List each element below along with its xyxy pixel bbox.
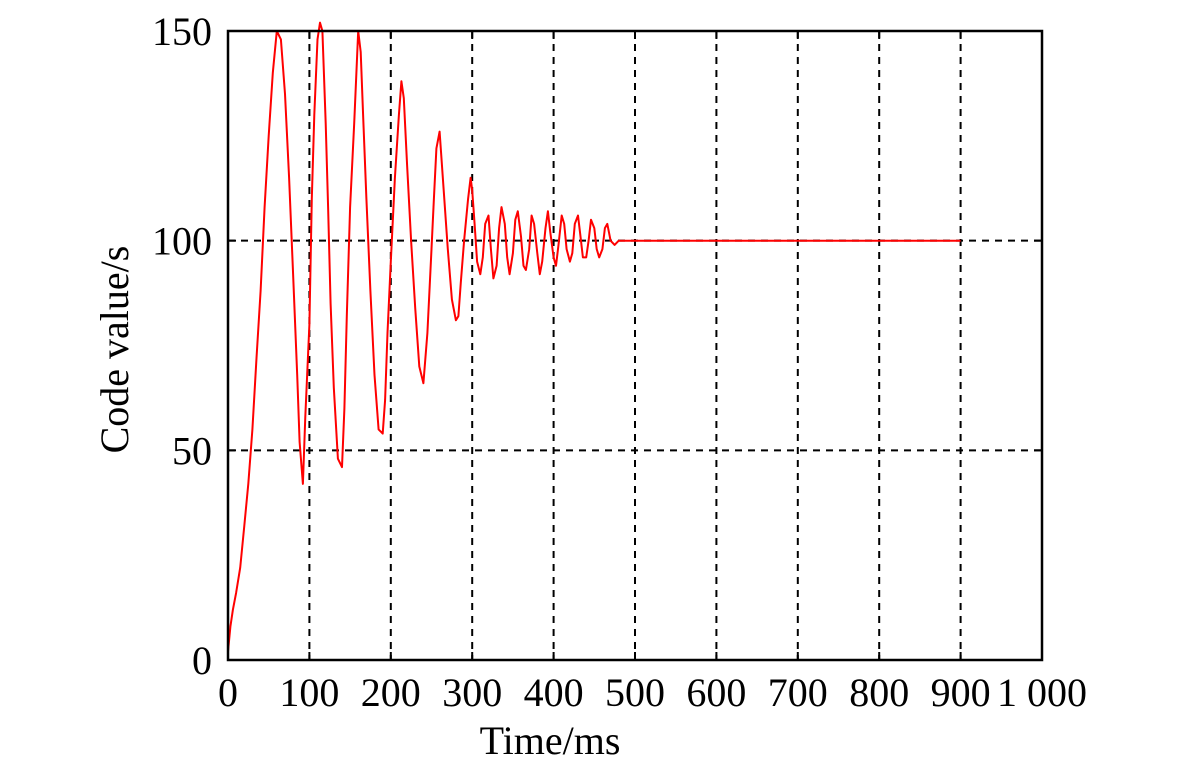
y-axis-title: Code value/s (92, 246, 137, 454)
series-line (227, 21, 961, 652)
x-tick-label: 400 (524, 670, 584, 715)
y-tick-label: 0 (192, 638, 212, 683)
x-tick-labels: 0 100 200 300 400 500 600 700 800 900 1 000 (218, 670, 1087, 715)
y-tick-label: 150 (152, 9, 212, 54)
x-axis-title: Time/ms (480, 718, 621, 763)
series-layer (227, 21, 961, 652)
x-tick-label: 900 (931, 670, 991, 715)
y-tick-labels: 0 50 100 150 (152, 9, 212, 683)
grid (228, 30, 1042, 660)
y-tick-label: 50 (172, 428, 212, 473)
x-tick-label: 1 000 (997, 670, 1087, 715)
x-tick-label: 0 (218, 670, 238, 715)
x-tick-label: 700 (768, 670, 828, 715)
y-tick-label: 100 (152, 219, 212, 264)
x-tick-label: 500 (605, 670, 665, 715)
x-tick-label: 800 (849, 670, 909, 715)
plot-frame (226, 29, 1044, 662)
x-tick-label: 600 (686, 670, 746, 715)
x-tick-label: 300 (442, 670, 502, 715)
x-tick-label: 200 (361, 670, 421, 715)
x-tick-label: 100 (279, 670, 339, 715)
